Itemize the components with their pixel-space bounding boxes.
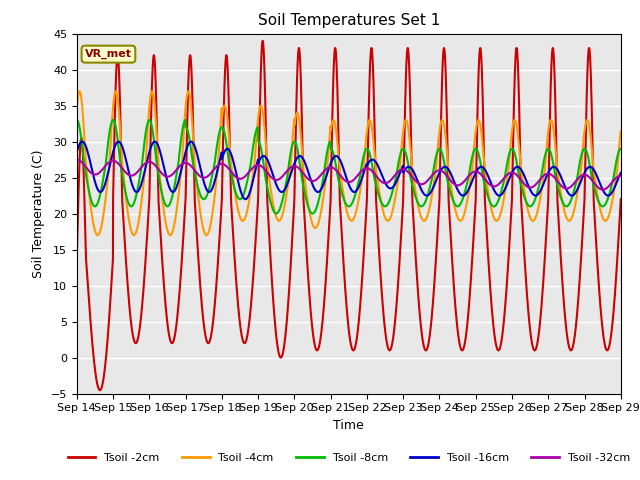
Tsoil -2cm [189, 139, 197, 145]
Line: Tsoil -32cm: Tsoil -32cm [77, 159, 621, 190]
Tsoil -8cm [273, 211, 280, 216]
Tsoil -32cm [565, 185, 573, 191]
Tsoil -8cm [189, 163, 197, 168]
Tsoil -2cm [566, 345, 573, 351]
Tsoil -8cm [565, 201, 573, 207]
Tsoil -16cm [412, 173, 419, 179]
Y-axis label: Soil Temperature (C): Soil Temperature (C) [32, 149, 45, 278]
Tsoil -32cm [599, 187, 607, 192]
Tsoil -32cm [73, 156, 81, 162]
Legend: Tsoil -2cm, Tsoil -4cm, Tsoil -8cm, Tsoil -16cm, Tsoil -32cm: Tsoil -2cm, Tsoil -4cm, Tsoil -8cm, Tsoi… [63, 448, 634, 467]
Tsoil -16cm [189, 141, 197, 147]
Tsoil -8cm [402, 151, 410, 156]
Tsoil -16cm [225, 147, 233, 153]
Tsoil -4cm [225, 134, 233, 140]
Tsoil -2cm [73, 254, 81, 260]
Tsoil -8cm [617, 146, 625, 152]
Tsoil -2cm [259, 38, 266, 44]
Line: Tsoil -16cm: Tsoil -16cm [77, 142, 621, 199]
Tsoil -4cm [412, 189, 419, 194]
Text: VR_met: VR_met [85, 49, 132, 59]
Tsoil -2cm [617, 196, 625, 202]
Tsoil -2cm [402, 71, 410, 77]
Tsoil -2cm [617, 199, 625, 204]
Line: Tsoil -2cm: Tsoil -2cm [77, 41, 621, 390]
Tsoil -32cm [617, 173, 625, 179]
Tsoil -16cm [617, 170, 625, 176]
X-axis label: Time: Time [333, 419, 364, 432]
Tsoil -16cm [402, 166, 410, 171]
Tsoil -8cm [73, 117, 81, 123]
Tsoil -8cm [225, 157, 232, 163]
Tsoil -32cm [402, 167, 410, 173]
Tsoil -4cm [73, 104, 81, 110]
Tsoil -4cm [617, 129, 625, 135]
Tsoil -4cm [76, 88, 83, 94]
Tsoil -8cm [617, 146, 625, 152]
Tsoil -4cm [402, 117, 410, 123]
Line: Tsoil -4cm: Tsoil -4cm [77, 91, 621, 235]
Tsoil -2cm [225, 102, 233, 108]
Tsoil -4cm [617, 128, 625, 134]
Title: Soil Temperatures Set 1: Soil Temperatures Set 1 [258, 13, 440, 28]
Tsoil -16cm [566, 192, 573, 197]
Tsoil -32cm [412, 178, 419, 183]
Tsoil -4cm [190, 142, 198, 148]
Tsoil -16cm [73, 149, 81, 155]
Tsoil -32cm [617, 173, 625, 179]
Tsoil -4cm [94, 232, 102, 238]
Tsoil -32cm [225, 166, 232, 171]
Line: Tsoil -8cm: Tsoil -8cm [77, 120, 621, 214]
Tsoil -8cm [412, 193, 419, 199]
Tsoil -4cm [566, 218, 573, 224]
Tsoil -32cm [189, 166, 197, 171]
Tsoil -2cm [412, 252, 419, 258]
Tsoil -16cm [242, 196, 250, 202]
Tsoil -16cm [617, 170, 625, 176]
Tsoil -2cm [96, 387, 104, 393]
Tsoil -16cm [79, 139, 86, 144]
